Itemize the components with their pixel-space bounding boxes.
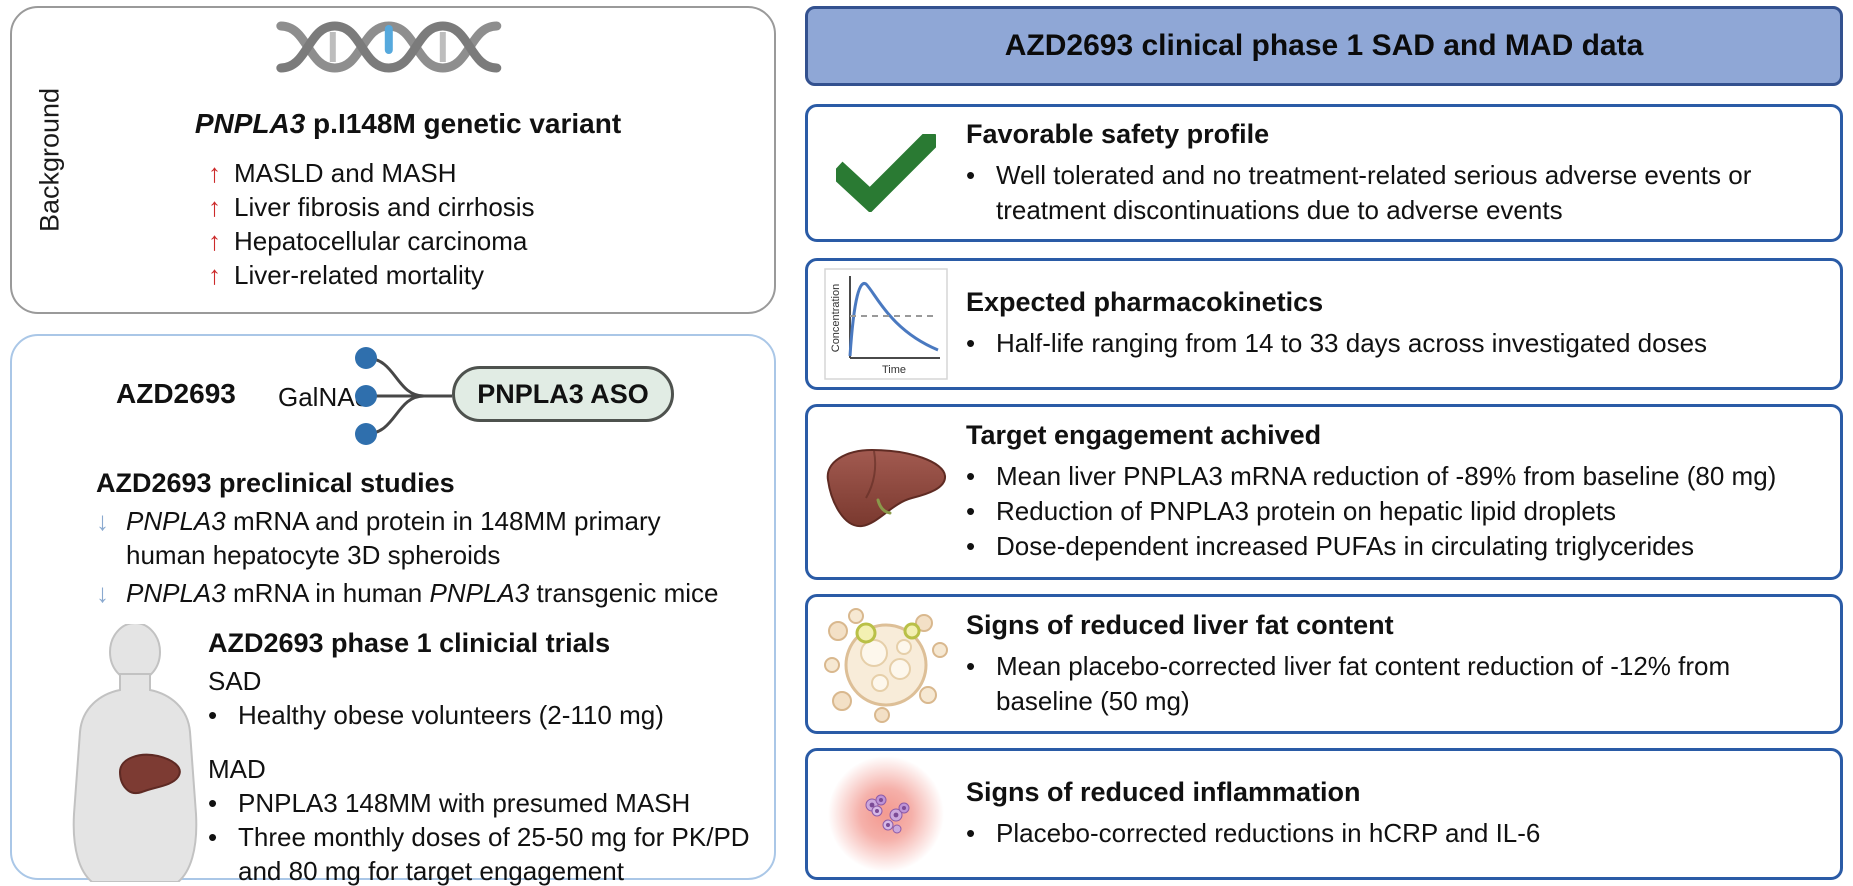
up-arrow-icon: ↑ (208, 225, 221, 256)
bullet-icon: • (966, 328, 976, 358)
azd2693-box: AZD2693 GalNAc PNPLA3 ASO AZD2693 precli… (10, 334, 776, 886)
result-title: Signs of reduced liver fat content (966, 609, 1394, 640)
result-box-liver-fat: Signs of reduced liver fat content • Mea… (805, 594, 1843, 734)
result-box-inflammation: Signs of reduced inflammation • Placebo-… (805, 748, 1843, 880)
background-item-text: MASLD and MASH (234, 157, 457, 188)
mad-bullet: • PNPLA3 148MM with presumed MASH (208, 786, 690, 820)
result-bullet-text: Dose-dependent increased PUFAs in circul… (996, 531, 1695, 561)
result-content: Target engagement achived • Mean liver P… (966, 407, 1832, 577)
result-box-target-engagement: Target engagement achived • Mean liver P… (805, 404, 1843, 580)
galnac-label: GalNAc (278, 382, 368, 412)
clinical-heading: AZD2693 phase 1 clinicial trials (208, 628, 611, 658)
result-bullet-text: Half-life ranging from 14 to 33 days acr… (996, 328, 1708, 358)
result-content: Signs of reduced inflammation • Placebo-… (966, 751, 1832, 877)
sad-bullet-text: Healthy obese volunteers (2-110 mg) (238, 700, 664, 730)
bullet-icon: • (966, 531, 976, 561)
liver-icon (808, 407, 964, 577)
bullet-icon: • (966, 159, 976, 190)
down-arrow-icon: ↓ (96, 506, 109, 536)
pk-curve-icon: Concentration Time (808, 261, 964, 387)
bullet-icon: • (966, 496, 976, 526)
dna-helix-icon (271, 16, 506, 83)
bullet-icon: • (208, 788, 218, 818)
mad-label: MAD (208, 754, 266, 784)
result-box-safety: Favorable safety profile • Well tolerate… (805, 104, 1843, 242)
pnpla3-aso-capsule: PNPLA3 ASO (452, 366, 674, 422)
inflammation-icon (808, 751, 964, 877)
background-item: ↑ MASLD and MASH (208, 156, 535, 190)
result-bullet-text: Mean placebo-corrected liver fat content… (996, 650, 1731, 716)
result-bullet: • Mean liver PNPLA3 mRNA reduction of -8… (966, 459, 1832, 494)
up-arrow-icon: ↑ (208, 157, 221, 188)
background-title-rest: p.I148M genetic variant (305, 108, 622, 139)
background-title: PNPLA3 p.I148M genetic variant (102, 108, 714, 140)
preclinical-item: ↓ PNPLA3 mRNA in human PNPLA3 transgenic… (96, 576, 752, 610)
preclinical-item-rest: mRNA and protein in 148MM primary human … (126, 506, 661, 570)
result-bullet-text: Placebo-corrected reductions in hCRP and… (996, 818, 1541, 848)
result-title: Target engagement achived (966, 420, 1322, 450)
human-body-liver-illustration (60, 622, 210, 886)
result-content: Expected pharmacokinetics • Half-life ra… (966, 261, 1832, 387)
gene-name: PNPLA3 (194, 108, 306, 139)
background-item-text: Liver-related mortality (234, 259, 484, 290)
bullet-icon: • (966, 461, 976, 491)
result-bullet: • Placebo-corrected reductions in hCRP a… (966, 816, 1832, 851)
sad-bullet: • Healthy obese volunteers (2-110 mg) (208, 698, 664, 732)
preclinical-heading: AZD2693 preclinical studies (96, 468, 455, 498)
result-title: Favorable safety profile (966, 118, 1270, 149)
pk-y-axis-label: Concentration (830, 284, 842, 353)
background-item: ↑ Hepatocellular carcinoma (208, 224, 535, 258)
result-bullet-text: Mean liver PNPLA3 mRNA reduction of -89%… (996, 461, 1777, 491)
preclinical-item-text: PNPLA3 mRNA and protein in 148MM primary… (126, 504, 718, 572)
gene-name: PNPLA3 (126, 578, 226, 608)
pk-x-axis-label: Time (882, 364, 906, 376)
result-bullet: • Mean placebo-corrected liver fat conte… (966, 649, 1832, 719)
bullet-icon: • (208, 822, 218, 852)
background-box: Background PNPLA3 p.I148M genetic varian… (10, 6, 776, 314)
results-header: AZD2693 clinical phase 1 SAD and MAD dat… (805, 6, 1843, 86)
up-arrow-icon: ↑ (208, 259, 221, 290)
result-bullet: • Reduction of PNPLA3 protein on hepatic… (966, 494, 1832, 529)
bullet-icon: • (966, 818, 976, 848)
preclinical-item: ↓ PNPLA3 mRNA and protein in 148MM prima… (96, 504, 718, 572)
mad-bullet: • Three monthly doses of 25-50 mg for PK… (208, 820, 786, 886)
background-item: ↑ Liver fibrosis and cirrhosis (208, 190, 535, 224)
mad-bullet-text: Three monthly doses of 25-50 mg for PK/P… (238, 822, 750, 886)
result-title: Signs of reduced inflammation (966, 777, 1361, 807)
preclinical-item-text: PNPLA3 mRNA in human PNPLA3 transgenic m… (126, 576, 752, 610)
background-item-text: Liver fibrosis and cirrhosis (234, 191, 535, 222)
background-item: ↑ Liver-related mortality (208, 258, 535, 292)
result-content: Favorable safety profile • Well tolerate… (966, 107, 1832, 239)
result-bullet-text: Reduction of PNPLA3 protein on hepatic l… (996, 496, 1617, 526)
result-bullet: • Dose-dependent increased PUFAs in circ… (966, 529, 1832, 564)
up-arrow-icon: ↑ (208, 191, 221, 222)
preclinical-item-mid: mRNA in human (225, 578, 430, 608)
background-effect-list: ↑ MASLD and MASH ↑ Liver fibrosis and ci… (208, 156, 535, 292)
result-content: Signs of reduced liver fat content • Mea… (966, 597, 1832, 731)
result-box-pharmacokinetics: Concentration Time Expected pharmacokine… (805, 258, 1843, 390)
result-bullet-text: Well tolerated and no treatment-related … (996, 159, 1752, 225)
result-bullet: • Well tolerated and no treatment-relate… (966, 158, 1832, 228)
mad-bullet-text: PNPLA3 148MM with presumed MASH (238, 788, 691, 818)
bullet-icon: • (966, 650, 976, 681)
fat-cell-icon (808, 597, 964, 731)
background-item-text: Hepatocellular carcinoma (234, 225, 528, 256)
result-title: Expected pharmacokinetics (966, 287, 1324, 317)
result-bullet: • Half-life ranging from 14 to 33 days a… (966, 326, 1832, 361)
drug-name: AZD2693 (116, 378, 236, 409)
galnac-conjugate-icon (348, 340, 452, 457)
gene-name: PNPLA3 (429, 578, 530, 608)
checkmark-icon (808, 107, 964, 239)
background-label: Background (34, 87, 65, 233)
gene-name: PNPLA3 (126, 506, 226, 536)
sad-label: SAD (208, 666, 262, 696)
down-arrow-icon: ↓ (96, 578, 109, 608)
preclinical-item-rest: transgenic mice (529, 578, 719, 608)
bullet-icon: • (208, 700, 218, 730)
